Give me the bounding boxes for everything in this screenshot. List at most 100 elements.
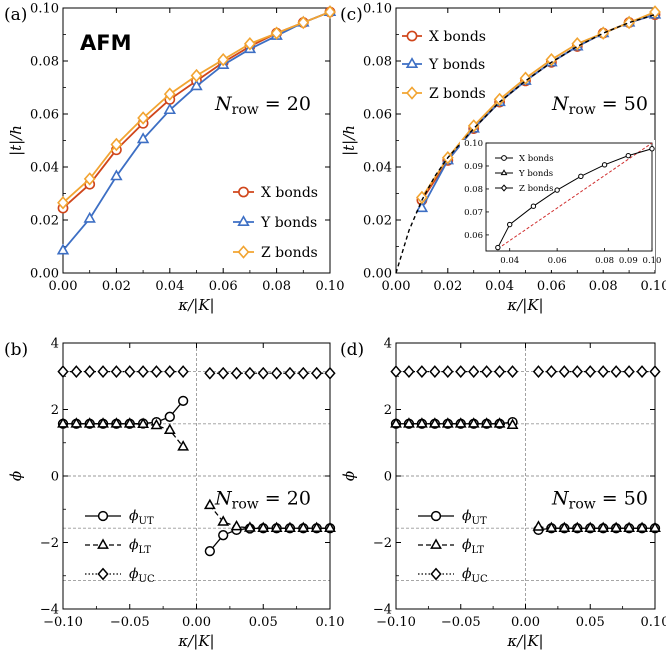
y-tick-label: −2 [373,536,392,551]
inset-data-point [625,152,631,159]
legend-marker [97,567,109,581]
data-point [150,418,163,430]
data-point [545,365,558,379]
legend-label: Z bonds [261,245,318,261]
data-point [57,196,69,210]
data-point [163,87,176,101]
data-point [610,365,622,379]
data-point [284,521,296,533]
series-line [396,423,513,426]
inset-y-tick-label: 0.07 [464,208,483,218]
legend-label: ϕUT [129,508,154,527]
data-point [390,365,402,379]
panel-label: (b) [4,340,28,360]
legend-marker [237,215,250,227]
inset-x-tick-label: 0.10 [643,256,662,266]
data-point [532,365,545,379]
x-tick-label: 0.08 [589,279,618,294]
data-point [57,365,69,379]
inset-data-point [649,146,655,152]
data-point [324,5,336,19]
legend-label: ϕUC [129,566,155,585]
data-point [454,417,467,428]
y-axis-label: |t|/h [7,125,25,156]
data-point [558,521,571,533]
afm-tag: AFM [80,31,132,55]
x-tick-label: 0.10 [641,615,666,630]
data-point [110,137,123,152]
x-tick-label: −0.05 [110,615,150,630]
legend-label: ϕUC [462,566,488,585]
legend-marker [406,86,418,100]
inset-y-tick-label: 0.08 [464,185,483,195]
data-point [163,103,177,115]
data-point [83,172,96,186]
legend-marker [97,538,109,549]
x-tick-label: 0.10 [316,279,345,294]
y-tick-label: 0.00 [30,267,59,282]
legend-label: Z bonds [429,86,486,102]
panel-a: 0.00 0.02 0.04 0.06 0.08 0.10 0.00 0.02 0.04 0.06… [4,2,344,315]
x-tick-label: 0.02 [433,279,462,294]
inset-legend-marker [500,184,508,192]
inset-x-tick-label: 0.06 [548,256,567,266]
data-point [270,26,283,40]
x-tick-label: −0.10 [376,615,416,630]
series-line [63,423,184,448]
data-point [597,365,609,379]
x-tick-label: 0.00 [182,615,211,630]
data-point [403,417,415,428]
inset-data-point [507,221,513,228]
data-point [403,365,415,379]
inset-legend-marker [501,155,507,161]
nrow-label: Nrow = 20 [214,488,311,513]
data-point [97,365,109,379]
y-tick-label: 2 [384,403,392,418]
data-point [110,365,123,379]
inset-y-tick-label: 0.10 [464,139,483,149]
data-point [649,521,661,533]
panel-label: (d) [340,340,364,360]
x-tick-label: 0.10 [316,615,345,630]
data-point [428,417,441,428]
y-tick-label: 0.08 [363,55,392,70]
y-tick-label: 0.02 [363,214,392,229]
data-point [467,417,480,428]
data-point [204,366,216,380]
data-point [137,365,149,379]
y-tick-label: −4 [40,603,59,618]
y-axis-label: ϕ [340,471,358,481]
data-point [545,521,558,533]
data-point [649,365,661,379]
inset-x-tick-label: 0.04 [500,256,519,266]
inset-legend-label: X bonds [519,154,554,164]
legend-label: X bonds [261,185,318,201]
data-point [257,521,270,533]
y-tick-label: −2 [40,536,59,551]
legend-label: Y bonds [260,215,317,231]
y-tick-label: 0.04 [363,161,392,176]
data-point [190,68,203,83]
data-point [429,365,441,379]
data-point [83,417,96,428]
x-tick-label: 0.04 [155,279,184,294]
nrow-label: Nrow = 50 [551,93,648,118]
data-point [649,5,661,19]
data-point [150,365,163,379]
x-tick-label: 0.06 [209,279,238,294]
data-point [481,365,493,379]
y-axis-label: |t|/h [340,125,358,156]
inset-data-point [495,244,501,251]
data-point [442,365,454,379]
data-point [597,521,610,533]
data-point [164,365,176,379]
legend-label: X bonds [429,29,486,45]
legend-label: Y bonds [428,57,485,73]
data-point [123,417,136,428]
y-tick-label: −4 [373,603,392,618]
y-tick-label: 0 [51,470,59,485]
data-point [203,498,216,510]
data-point [468,365,480,379]
y-tick-label: 0.00 [363,267,392,282]
